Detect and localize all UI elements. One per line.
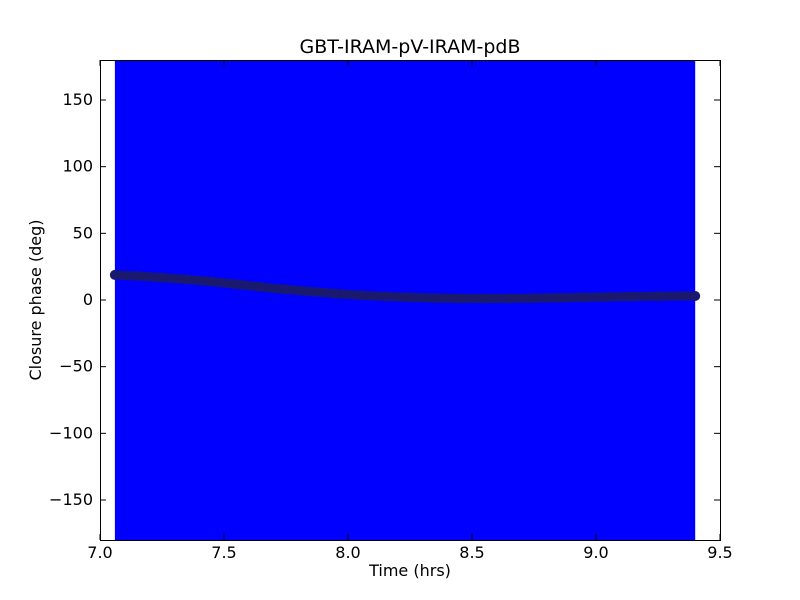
data-points <box>109 269 701 304</box>
x-tick-label: 9.0 <box>583 543 608 562</box>
data-point <box>380 291 391 302</box>
y-tick-label: −50 <box>59 357 93 376</box>
data-point <box>181 274 192 285</box>
x-tick-label: 8.0 <box>335 543 360 562</box>
data-point <box>504 293 515 304</box>
data-point <box>132 271 143 281</box>
x-tick-label: 7.0 <box>87 543 112 562</box>
data-point <box>653 291 663 302</box>
data-point <box>330 288 341 299</box>
x-axis: 7.0 7.5 8.0 8.5 9.0 9.5 <box>87 60 733 562</box>
y-axis-label: Closure phase (deg) <box>26 219 45 380</box>
chart-title: GBT-IRAM-pV-IRAM-pdB <box>300 36 521 58</box>
data-point <box>305 286 316 297</box>
x-tick-label: 7.5 <box>211 543 236 562</box>
x-tick-label: 8.5 <box>459 543 484 562</box>
data-point <box>157 272 167 283</box>
data-point <box>231 279 242 290</box>
data-point <box>529 293 539 304</box>
y-tick-label: 150 <box>62 90 93 109</box>
data-point <box>281 284 291 295</box>
plot-area <box>100 60 721 541</box>
data-point <box>429 293 440 303</box>
data-point <box>677 291 688 301</box>
data-point <box>454 293 465 304</box>
y-tick-label: 0 <box>83 290 93 309</box>
data-point <box>578 292 589 303</box>
x-tick-label: 9.5 <box>707 543 732 562</box>
y-tick-label: 100 <box>62 157 93 176</box>
data-point <box>405 292 415 303</box>
data-point <box>603 291 614 302</box>
y-tick-label: 50 <box>73 223 93 242</box>
y-tick-label: −150 <box>49 490 93 509</box>
x-axis-label: Time (hrs) <box>368 561 451 580</box>
data-point <box>256 281 267 292</box>
y-tick-label: −100 <box>49 423 93 442</box>
data-point <box>355 290 366 301</box>
y-axis: 150 100 50 0 −50 −100 −150 <box>49 90 720 509</box>
data-point <box>553 292 564 303</box>
data-point <box>628 291 639 302</box>
data-point <box>690 291 701 301</box>
data-point <box>206 276 217 287</box>
data-point <box>479 293 490 304</box>
data-point <box>109 269 120 280</box>
